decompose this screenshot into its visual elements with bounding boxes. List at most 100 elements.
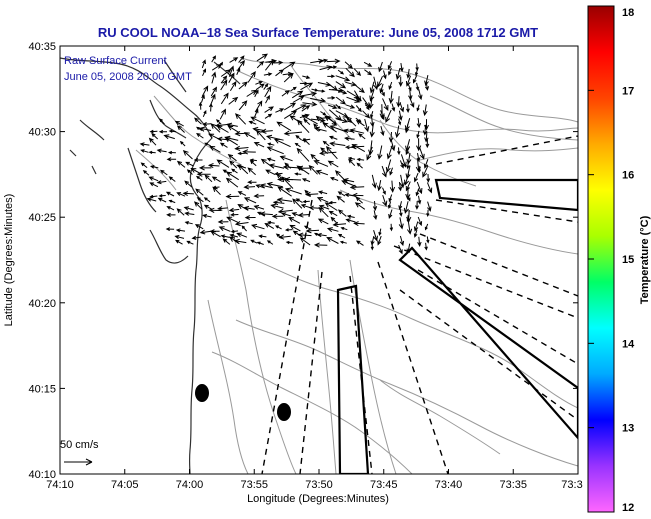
current-vector (146, 197, 157, 202)
x-axis: 74:10 74:05 74:00 73:55 73:50 73:45 73:40 73:35… (46, 46, 583, 491)
colorbar-tick-label: 15 (622, 254, 634, 266)
current-vector (328, 135, 338, 140)
current-vector (294, 142, 301, 148)
y-tick-label: 40:20 (28, 298, 56, 310)
current-vector (427, 201, 432, 212)
current-vector (355, 119, 365, 127)
x-tick-label: 73:45 (370, 479, 398, 491)
current-vector (234, 145, 249, 151)
current-vector (417, 89, 423, 101)
current-vector (270, 203, 284, 209)
current-vector (405, 75, 411, 87)
x-tick-label: 74:10 (46, 479, 74, 491)
current-vector (265, 134, 284, 141)
current-vector (233, 238, 247, 245)
current-vector (194, 117, 202, 125)
current-vector (362, 110, 371, 119)
current-vector (409, 97, 415, 108)
current-vector (422, 124, 428, 136)
current-vector (253, 205, 265, 210)
current-vector (254, 108, 259, 118)
current-vector (288, 217, 301, 224)
map-layer (60, 46, 578, 474)
current-vector (422, 165, 429, 178)
current-vector (335, 75, 351, 82)
current-vector (282, 61, 296, 70)
current-vector (416, 117, 421, 129)
current-vector (344, 136, 355, 141)
current-vector (246, 89, 258, 97)
x-tick-label: 73:50 (305, 479, 333, 491)
current-vector (182, 150, 193, 160)
current-vector (256, 129, 266, 141)
current-vector (217, 206, 228, 211)
current-vector (388, 81, 393, 91)
current-vector (290, 86, 297, 92)
current-vector (207, 163, 220, 169)
current-vector (283, 72, 294, 83)
current-vector (351, 144, 366, 153)
current-vector (211, 55, 216, 63)
current-vector (416, 138, 422, 152)
current-vector (335, 81, 347, 89)
current-vector (263, 72, 273, 77)
current-vector (210, 93, 216, 105)
current-vector (422, 104, 428, 117)
current-vector (243, 205, 255, 211)
current-vector (366, 146, 373, 161)
current-vector (315, 169, 329, 176)
current-vector (227, 125, 240, 134)
current-vector (326, 237, 339, 244)
scale-arrow (64, 458, 93, 466)
current-vector (332, 221, 347, 228)
current-vector (225, 193, 240, 200)
scale-label: 50 cm/s (60, 439, 99, 451)
current-vector (380, 88, 385, 97)
y-tick-label: 40:15 (28, 383, 56, 395)
current-vector (247, 180, 257, 185)
current-vector (349, 128, 365, 134)
current-vector (157, 197, 167, 203)
inset-date: June 05, 2008 20:00 GMT (64, 71, 192, 83)
current-vector (273, 138, 291, 148)
current-vector (176, 192, 186, 197)
current-vector (295, 134, 302, 141)
current-vector (318, 204, 330, 210)
current-vector (416, 104, 420, 112)
current-vector (284, 228, 293, 232)
current-vector (385, 159, 392, 174)
current-vector (382, 194, 388, 207)
current-vector (278, 234, 291, 240)
current-vector (275, 69, 285, 77)
current-vector (328, 200, 337, 205)
current-vector (227, 153, 237, 162)
current-vector (412, 75, 418, 84)
chart-title: RU COOL NOAA–18 Sea Surface Temperature:… (98, 25, 538, 40)
current-vector (370, 243, 374, 251)
current-vector (220, 75, 228, 84)
current-vector (299, 237, 311, 246)
current-vector (294, 172, 302, 176)
current-vector (399, 235, 405, 247)
current-vector (399, 160, 404, 169)
current-vector (325, 146, 338, 160)
x-tick-label: 74:00 (176, 479, 204, 491)
current-vector (378, 228, 382, 237)
current-vector (166, 157, 177, 162)
current-vector (210, 123, 221, 133)
current-vector (248, 120, 257, 125)
current-vector (355, 96, 362, 101)
current-vector (398, 244, 403, 255)
current-vector (276, 121, 292, 132)
current-vector (425, 139, 430, 149)
current-vector (275, 108, 285, 113)
current-vector (329, 125, 347, 133)
current-vector (156, 148, 167, 153)
current-vector (373, 230, 378, 242)
current-vector (259, 183, 274, 189)
current-vector (212, 186, 221, 196)
current-vector (255, 83, 265, 91)
y-axis-label: Latitude (Degrees:Minutes) (3, 194, 15, 327)
current-vector (186, 169, 193, 175)
current-vector (354, 202, 366, 210)
